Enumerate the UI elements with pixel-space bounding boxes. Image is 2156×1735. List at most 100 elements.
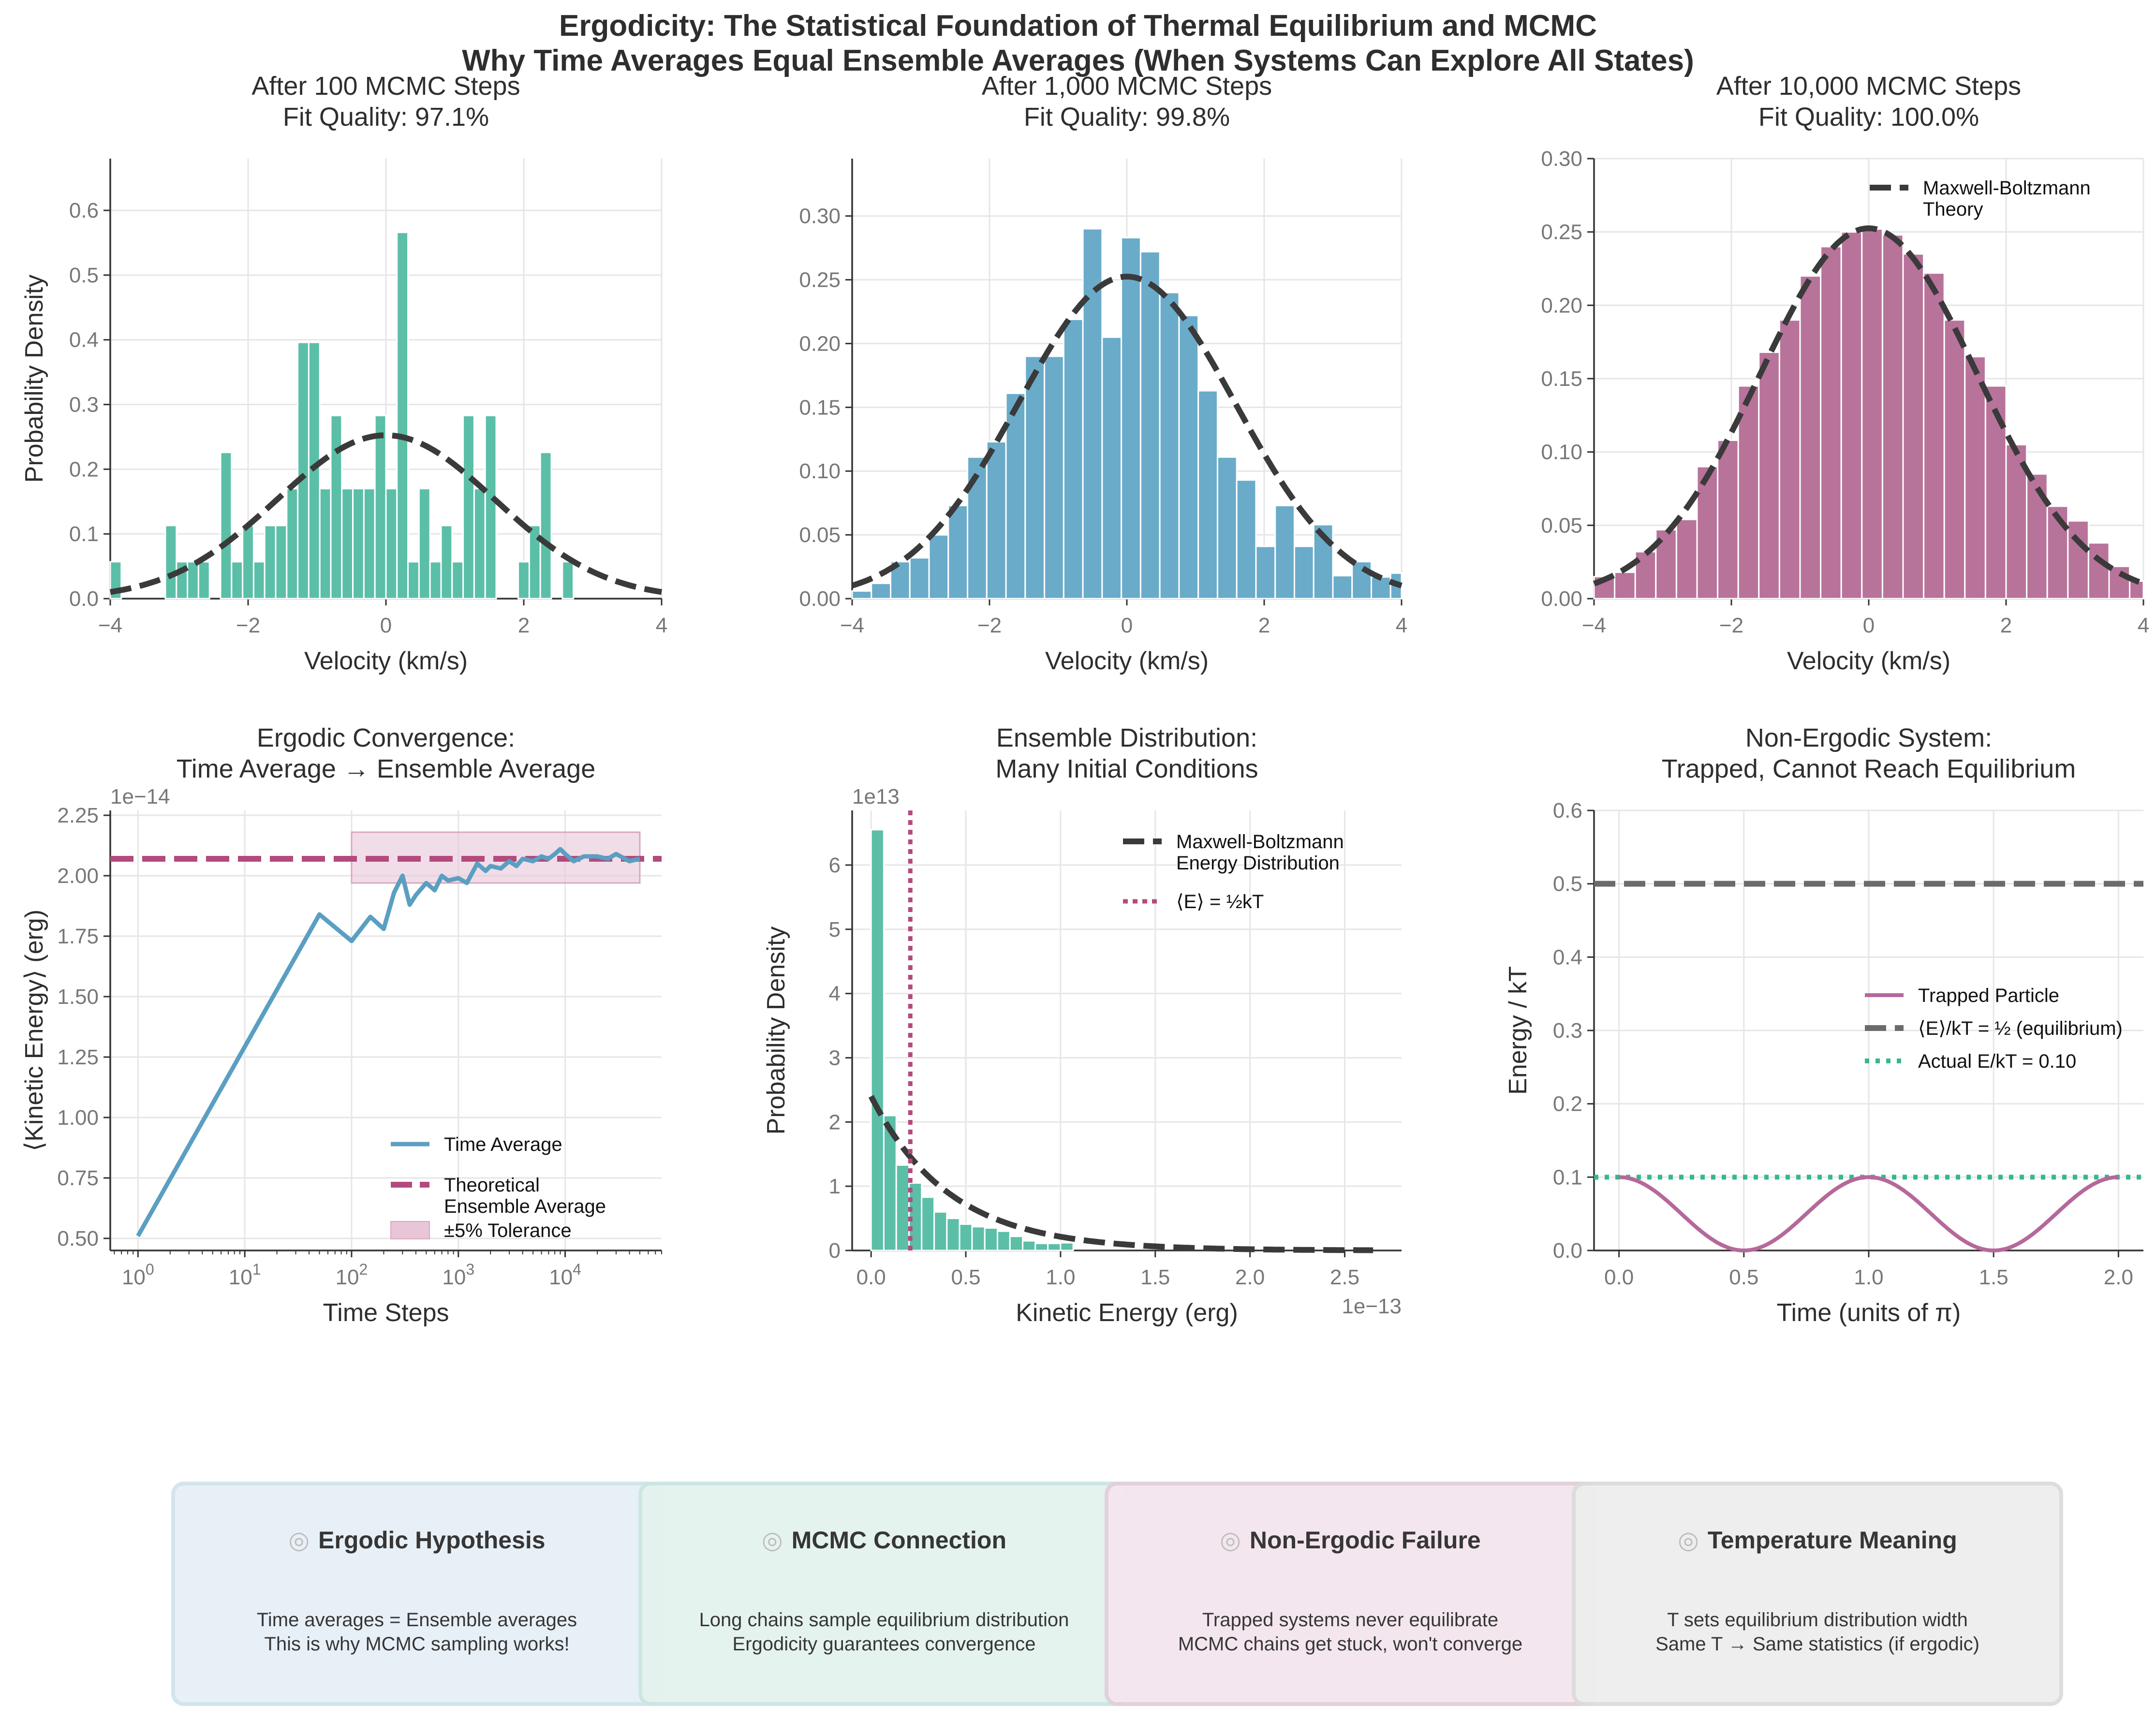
- y-tick-label: 0.10: [1541, 441, 1582, 464]
- histogram-bar: [1861, 228, 1883, 600]
- histogram-bar: [1840, 231, 1863, 600]
- histogram-bar: [1044, 355, 1064, 600]
- histogram-bar: [1216, 456, 1238, 600]
- y-tick-label: 0.20: [799, 332, 841, 355]
- info-card: ◎ Non-Ergodic Failure Trapped systems neve…: [1105, 1482, 1596, 1706]
- histogram-bar: [933, 1211, 948, 1251]
- x-tick-label: −4: [98, 614, 122, 637]
- histogram-bar: [1923, 272, 1945, 600]
- histogram-bar: [1614, 571, 1636, 600]
- x-tick-label: 4: [2138, 614, 2149, 637]
- histogram-bar: [319, 488, 332, 600]
- subplot-title: After 10,000 MCMC Steps Fit Quality: 100.…: [1716, 72, 2021, 132]
- histogram-bar: [986, 441, 1007, 600]
- histogram-bar: [909, 557, 930, 600]
- histogram-bar: [1943, 319, 1966, 600]
- histogram-bar: [2108, 565, 2131, 600]
- figure-canvas: After 100 MCMC Steps Fit Quality: 97.1% Ve…: [20, 72, 2149, 1327]
- y-axis-label: ⟨Kinetic Energy⟩ (erg): [20, 910, 48, 1151]
- histogram-bar: [1159, 292, 1180, 600]
- legend-label: Actual E/kT = 0.10: [1918, 1051, 2076, 1072]
- subplot-6: Non-Ergodic System: Trapped, Cannot Reach…: [1504, 723, 2143, 1327]
- histogram-bar: [1332, 575, 1353, 600]
- histogram-bar: [1101, 336, 1122, 600]
- y-tick-label: 0.15: [1541, 367, 1582, 391]
- histogram-bar: [947, 504, 969, 600]
- histogram-bar: [440, 525, 453, 600]
- histogram-bar: [286, 488, 299, 600]
- y-tick-label: 5: [829, 918, 841, 941]
- histogram-bar: [1139, 251, 1161, 600]
- y-tick-label: 2.00: [57, 864, 99, 888]
- y-tick-label: 0.00: [1541, 587, 1582, 611]
- info-card-title-text: Temperature Meaning: [1707, 1527, 1957, 1554]
- link-icon: ◎: [761, 1526, 783, 1554]
- x-tick-label: 2: [1258, 614, 1270, 637]
- histogram-bar: [959, 1223, 973, 1251]
- histogram-bar: [561, 561, 575, 600]
- info-card-title: ◎ Temperature Meaning: [1576, 1526, 2059, 1554]
- histogram-bar: [2087, 542, 2110, 600]
- y-tick-label: 0.50: [57, 1227, 99, 1250]
- histogram-bar: [484, 414, 497, 600]
- histogram-bar: [429, 561, 442, 600]
- x-tick-label: 1.5: [1140, 1265, 1170, 1289]
- warning-icon: ◎: [1220, 1526, 1241, 1554]
- y-tick-label: 0.2: [1553, 1092, 1582, 1116]
- histogram-bar: [1881, 234, 1904, 600]
- histogram-bar: [1902, 253, 1925, 600]
- y-axis-label: Probability Density: [762, 926, 790, 1135]
- info-card-line1: Trapped systems never equilibrate: [1202, 1609, 1499, 1631]
- subplot-4: Ergodic Convergence: Time Average → Ensem…: [20, 723, 662, 1327]
- x-axis-label: Time Steps: [323, 1299, 449, 1327]
- subplot-5: Ensemble Distribution: Many Initial Condi…: [762, 723, 1402, 1327]
- info-card-line1: Long chains sample equilibrium distribut…: [699, 1609, 1069, 1631]
- figure-title-line2: Why Time Averages Equal Ensemble Average…: [462, 44, 1694, 77]
- y-tick-label: 0.30: [799, 205, 841, 228]
- histogram-bar: [1009, 1235, 1024, 1251]
- theory-curve: [868, 1095, 1373, 1253]
- x-tick-label: 102: [336, 1261, 368, 1289]
- figure-title-line1: Ergodicity: The Statistical Foundation o…: [559, 9, 1597, 43]
- histogram-bar: [374, 414, 387, 600]
- subplot-title: After 1,000 MCMC Steps Fit Quality: 99.8%: [982, 72, 1272, 132]
- subplot-title: Non-Ergodic System: Trapped, Cannot Reach…: [1662, 723, 2076, 783]
- time-average-line: [136, 847, 640, 1237]
- info-card-line1: T sets equilibrium distribution width: [1667, 1609, 1968, 1631]
- y-tick-label: 2: [829, 1110, 841, 1134]
- x-tick-label: 1.5: [1979, 1265, 2008, 1289]
- y-tick-label: 0.5: [69, 264, 99, 287]
- x-tick-label: 2.0: [2104, 1265, 2133, 1289]
- legend-swatch: [390, 1221, 430, 1239]
- histogram-bar: [1063, 318, 1084, 600]
- y-tick-label: 0.2: [69, 457, 99, 481]
- histogram-bar: [539, 452, 552, 600]
- y-tick-label: 0.3: [1553, 1019, 1582, 1043]
- histogram-bar: [1758, 351, 1780, 600]
- histogram-bar: [1717, 439, 1739, 600]
- histogram-bar: [1984, 385, 2007, 600]
- y-tick-label: 0.3: [69, 393, 99, 417]
- y-axis-label: Probability Density: [20, 275, 48, 483]
- legend-label: Maxwell-Boltzmann Energy Distribution: [1176, 831, 1344, 874]
- histogram-bar: [418, 488, 431, 600]
- x-tick-label: 2.5: [1330, 1265, 1359, 1289]
- histogram-bar: [275, 525, 288, 600]
- x-tick-label: 4: [656, 614, 667, 637]
- y-tick-label: 0.20: [1541, 294, 1582, 317]
- legend-label: Theoretical Ensemble Average: [444, 1175, 606, 1217]
- x-tick-label: 104: [549, 1261, 581, 1289]
- x-tick-label: −2: [977, 614, 1002, 637]
- histogram-bar: [1178, 314, 1199, 600]
- histogram-bar: [1696, 466, 1719, 600]
- x-axis-label: Kinetic Energy (erg): [1016, 1299, 1238, 1327]
- histogram-bar: [1047, 1242, 1062, 1251]
- histogram-bar: [1778, 319, 1801, 600]
- y-tick-label: 0.0: [1553, 1239, 1582, 1263]
- x-axis-label: Velocity (km/s): [304, 647, 468, 675]
- subplot-title: Ensemble Distribution: Many Initial Condi…: [995, 723, 1258, 783]
- x-tick-label: 101: [229, 1261, 261, 1289]
- histogram-bar: [517, 561, 530, 600]
- y-tick-label: 0.75: [57, 1166, 99, 1190]
- legend-label: ±5% Tolerance: [444, 1220, 572, 1241]
